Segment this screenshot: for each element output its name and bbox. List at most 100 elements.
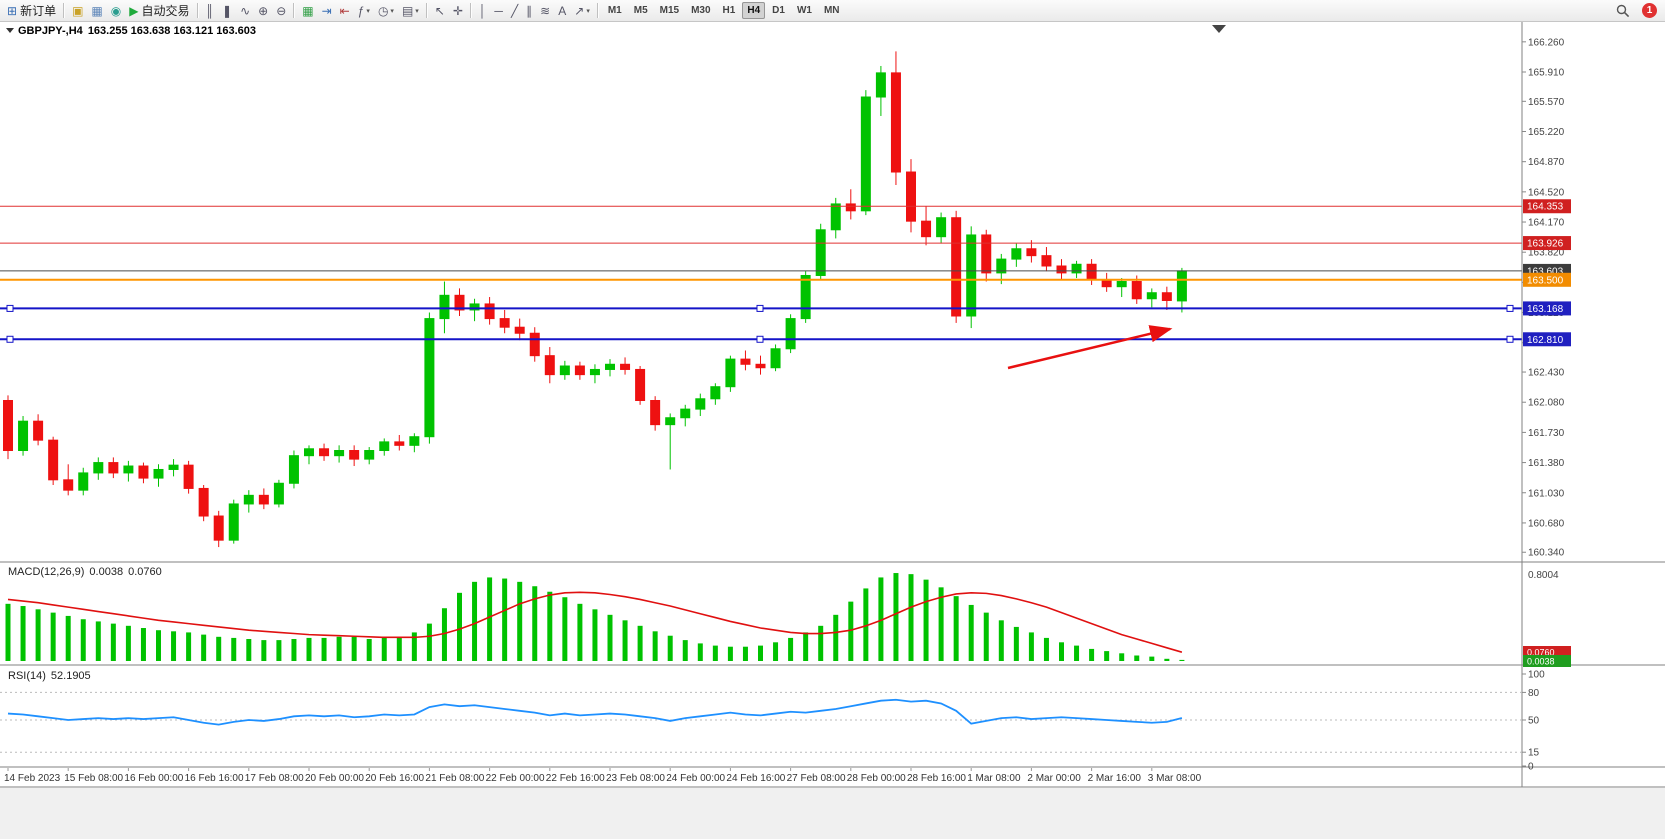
price-axis-label: 160.340 bbox=[1528, 548, 1565, 559]
text-icon[interactable]: A bbox=[555, 1, 569, 20]
indicators-icon[interactable]: ƒ ▾ bbox=[355, 1, 373, 20]
timeframe-h4[interactable]: H4 bbox=[742, 2, 766, 19]
timeframe-d1[interactable]: D1 bbox=[772, 5, 785, 16]
toolbar-separator bbox=[596, 3, 599, 18]
macd-histogram-bar bbox=[863, 588, 869, 661]
price-badge-label: 162.810 bbox=[1527, 335, 1564, 346]
trendline-icon[interactable]: ╱ bbox=[508, 1, 521, 20]
price-badge-162.810 bbox=[1523, 332, 1571, 347]
timeframe-m15[interactable]: M15 bbox=[659, 5, 680, 16]
candle-body bbox=[936, 217, 947, 238]
crosshair-icon: ✛ bbox=[452, 3, 463, 18]
line-handle[interactable] bbox=[756, 335, 764, 343]
zoom-in-icon[interactable]: ⊕ bbox=[255, 1, 271, 20]
price-axis-label: 165.220 bbox=[1528, 127, 1565, 138]
candlestick-chart-icon[interactable]: ❚ bbox=[219, 1, 235, 20]
macd-signal-value: 0.0760 bbox=[128, 566, 162, 578]
macd-histogram-bar bbox=[727, 646, 733, 661]
one-click-trading-arrow[interactable] bbox=[6, 28, 14, 33]
macd-histogram-bar bbox=[1013, 626, 1019, 661]
line-chart-icon[interactable]: ∿ bbox=[237, 1, 253, 20]
time-axis-label: 28 Feb 00:00 bbox=[847, 773, 906, 784]
vertical-line-icon[interactable]: │ bbox=[476, 1, 490, 20]
macd-histogram-bar bbox=[848, 601, 854, 661]
zoom-out-icon[interactable]: ⊖ bbox=[273, 1, 289, 20]
macd-histogram-bar bbox=[441, 608, 447, 661]
timeframe-w1[interactable]: W1 bbox=[796, 5, 812, 16]
candle-body bbox=[665, 417, 676, 426]
macd-histogram-bar bbox=[171, 631, 177, 661]
time-axis-label: 3 Mar 08:00 bbox=[1148, 773, 1202, 784]
crosshair-icon[interactable]: ✛ bbox=[450, 1, 466, 20]
new-order-button[interactable]: ⊞ 新订单 bbox=[4, 1, 59, 20]
line-handle[interactable] bbox=[756, 304, 764, 312]
macd-histogram-bar bbox=[667, 635, 673, 661]
candle-body bbox=[740, 358, 751, 365]
chart-shift-icon[interactable]: ⇤ bbox=[337, 1, 353, 20]
globe-icon[interactable]: ◉ bbox=[108, 1, 124, 20]
rsi-value: 52.1905 bbox=[50, 670, 91, 682]
rsi-axis-label: 100 bbox=[1528, 670, 1545, 681]
periods-icon[interactable]: ◷ ▾ bbox=[375, 1, 397, 20]
bar-chart-icon[interactable]: ║ bbox=[203, 1, 218, 20]
macd-histogram-bar bbox=[562, 597, 568, 661]
macd-histogram-bar bbox=[968, 604, 974, 661]
candle-body bbox=[319, 448, 330, 457]
notification-badge[interactable]: 1 bbox=[1642, 3, 1657, 18]
auto-scroll-icon[interactable]: ⇥ bbox=[319, 1, 335, 20]
cursor-icon[interactable]: ↖ bbox=[432, 1, 448, 20]
chart-symbol-period: GBPJPY-,H4 bbox=[18, 25, 83, 37]
algo-trading-button[interactable]: ▶ 自动交易 bbox=[126, 1, 192, 20]
price-badge-163.926 bbox=[1523, 236, 1571, 251]
macd-histogram-bar bbox=[216, 636, 222, 661]
macd-histogram-bar bbox=[306, 637, 312, 661]
timeframe-m1[interactable]: M1 bbox=[607, 5, 622, 16]
chart-ohlc-values: 163.255 163.638 163.121 163.603 bbox=[87, 25, 257, 37]
templates-icon[interactable]: ▤ ▾ bbox=[399, 1, 422, 20]
time-axis-label: 16 Feb 16:00 bbox=[185, 773, 244, 784]
coins-icon[interactable]: ▣ bbox=[69, 1, 86, 20]
line-handle[interactable] bbox=[1506, 304, 1514, 312]
candle-body bbox=[605, 363, 615, 370]
price-axis-label: 161.380 bbox=[1528, 458, 1565, 469]
candle-body bbox=[529, 332, 540, 357]
macd-histogram-bar bbox=[472, 581, 478, 661]
timeframe-h1[interactable]: H1 bbox=[722, 5, 736, 16]
line-handle[interactable] bbox=[6, 335, 14, 343]
macd-histogram-bar bbox=[396, 636, 402, 661]
trend-arrow-annotation[interactable] bbox=[1007, 325, 1173, 370]
tile-windows-icon[interactable]: ▦ bbox=[299, 1, 316, 20]
auto-scroll-icon: ⇥ bbox=[321, 3, 332, 18]
candle-body bbox=[635, 368, 646, 401]
rsi-indicator-title: RSI(14) 52.1905 bbox=[8, 670, 91, 682]
candle-body bbox=[1161, 292, 1172, 301]
macd-histogram-bar bbox=[231, 637, 237, 661]
macd-histogram-bar bbox=[577, 603, 583, 661]
fibonacci-icon[interactable]: ≋ bbox=[537, 1, 553, 20]
candle-body bbox=[349, 450, 360, 460]
time-axis: 14 Feb 2023 15 Feb 08:00 16 Feb 00:00 16 Fe… bbox=[4, 768, 1202, 784]
macd-histogram-bar bbox=[1059, 642, 1064, 661]
timeframe-m30[interactable]: M30 bbox=[691, 5, 711, 16]
macd-histogram-bar bbox=[1089, 648, 1095, 661]
chart-shift-icon: ⇤ bbox=[339, 3, 350, 18]
horizontal-line-icon[interactable]: ─ bbox=[491, 1, 506, 20]
chart-shift-marker[interactable] bbox=[1212, 25, 1226, 33]
equidistant-channel-icon[interactable]: ∥ bbox=[523, 1, 535, 20]
arrows-icon[interactable]: ↗ ▾ bbox=[571, 1, 593, 20]
macd-histogram-bar bbox=[878, 577, 884, 661]
macd-histogram-bar bbox=[742, 646, 748, 661]
timeframe-mn[interactable]: MN bbox=[823, 5, 840, 16]
chart-window-icon[interactable]: ▦ bbox=[88, 1, 105, 20]
candle-body bbox=[1131, 281, 1142, 300]
timeframe-m5[interactable]: M5 bbox=[633, 5, 648, 16]
search-button[interactable] bbox=[1613, 1, 1633, 20]
line-handle[interactable] bbox=[6, 304, 14, 312]
bar-chart-icon: ║ bbox=[205, 3, 215, 18]
macd-histogram-bar bbox=[336, 636, 342, 661]
candle-body bbox=[981, 234, 992, 274]
line-handle[interactable] bbox=[1506, 335, 1514, 343]
macd-histogram-bar bbox=[1104, 651, 1110, 661]
candle-body bbox=[589, 368, 600, 376]
